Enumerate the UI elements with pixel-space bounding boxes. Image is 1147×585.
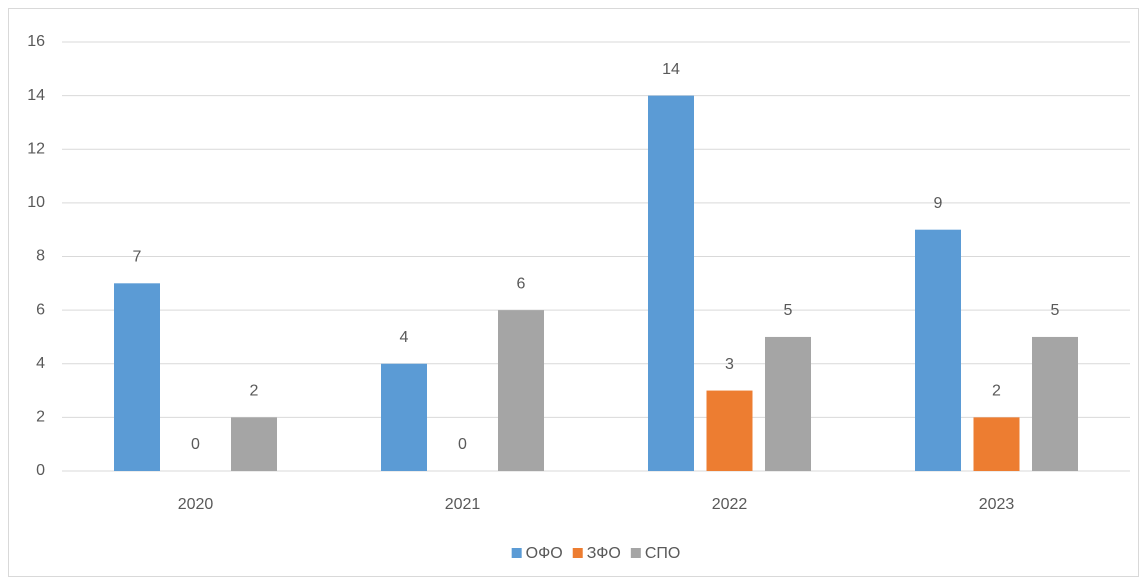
bar — [648, 95, 694, 471]
x-tick-label: 2020 — [178, 496, 214, 513]
bar — [973, 417, 1020, 471]
y-tick-label: 4 — [36, 355, 45, 372]
data-label: 2 — [992, 383, 1001, 400]
data-label: 0 — [191, 436, 200, 453]
legend-swatch — [630, 548, 641, 558]
data-label: 9 — [934, 195, 943, 212]
legend-label: ЗФО — [587, 545, 621, 562]
bar — [915, 229, 961, 471]
bar — [765, 336, 811, 471]
data-label: 6 — [517, 275, 526, 292]
bar — [381, 363, 427, 471]
data-label: 7 — [133, 249, 142, 266]
y-tick-label: 8 — [36, 248, 45, 265]
y-tick-label: 2 — [36, 409, 45, 426]
data-label: 4 — [400, 329, 409, 346]
data-label: 0 — [458, 436, 467, 453]
y-tick-label: 6 — [36, 301, 45, 318]
y-tick-label: 14 — [27, 87, 45, 104]
data-label: 2 — [250, 383, 259, 400]
legend-swatch — [511, 548, 522, 558]
legend-label: СПО — [645, 545, 681, 562]
bar — [114, 283, 160, 471]
bar — [231, 417, 277, 471]
legend-label: ОФО — [526, 545, 563, 562]
bar — [1032, 336, 1078, 471]
x-tick-label: 2021 — [445, 496, 481, 513]
x-tick-label: 2023 — [979, 496, 1015, 513]
chart-border — [8, 8, 1139, 577]
y-tick-label: 16 — [27, 33, 45, 50]
y-tick-label: 10 — [27, 194, 45, 211]
bar — [498, 310, 544, 471]
y-tick-label: 12 — [27, 140, 45, 157]
x-tick-label: 2022 — [712, 496, 748, 513]
data-label: 3 — [725, 356, 734, 373]
bar — [706, 390, 753, 471]
y-tick-label: 0 — [36, 462, 45, 479]
data-label: 5 — [1051, 302, 1060, 319]
data-label: 5 — [784, 302, 793, 319]
legend-swatch — [572, 548, 583, 558]
data-label: 14 — [662, 61, 680, 78]
